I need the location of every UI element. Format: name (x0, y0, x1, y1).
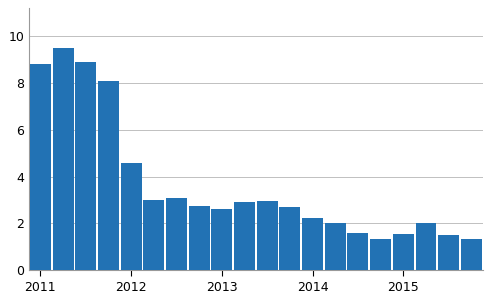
Bar (234, 202, 255, 270)
Bar (166, 198, 187, 270)
Bar (415, 223, 436, 270)
Bar (279, 207, 300, 270)
Bar (30, 64, 51, 270)
Bar (212, 210, 232, 270)
Bar (143, 200, 164, 270)
Bar (393, 234, 414, 270)
Bar (121, 163, 141, 270)
Bar (53, 48, 74, 270)
Bar (438, 235, 459, 270)
Bar (98, 81, 119, 270)
Bar (325, 223, 346, 270)
Bar (461, 239, 482, 270)
Bar (189, 206, 210, 270)
Bar (370, 239, 391, 270)
Bar (302, 218, 323, 270)
Bar (75, 62, 96, 270)
Bar (348, 233, 368, 270)
Bar (257, 201, 277, 270)
